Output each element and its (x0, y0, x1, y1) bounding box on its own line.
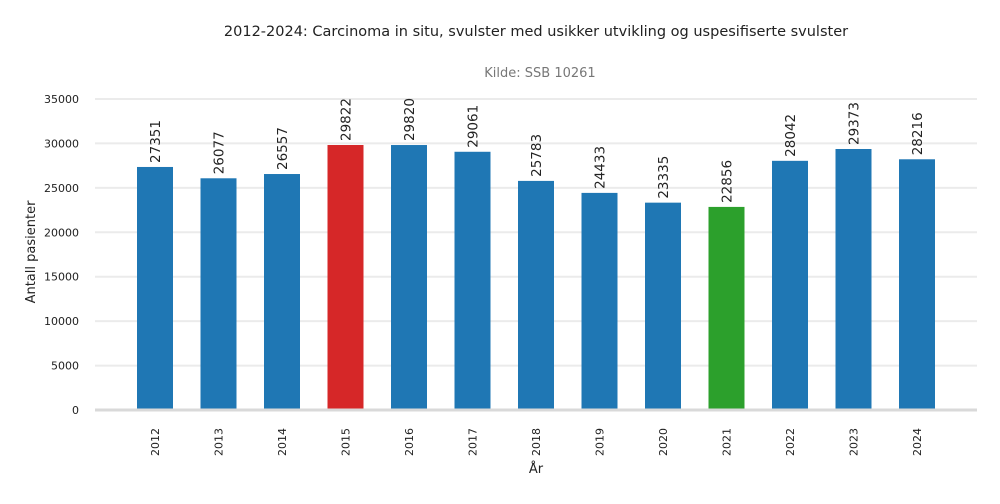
bar-2013 (200, 178, 237, 410)
x-tick-label: 2013 (213, 428, 226, 456)
y-tick-label: 0 (72, 404, 79, 417)
y-tick-label: 35000 (44, 93, 79, 106)
data-label-2021: 22856 (720, 160, 736, 203)
x-tick-label: 2012 (149, 428, 162, 456)
data-label-2016: 29820 (402, 98, 418, 141)
chart-subtitle: Kilde: SSB 10261 (484, 66, 595, 81)
bar-2014 (264, 174, 300, 410)
bar-2022 (772, 160, 808, 410)
bar-2018 (518, 180, 554, 410)
data-label-2024: 28216 (910, 112, 926, 155)
x-tick-label: 2017 (467, 428, 480, 456)
data-label-2019: 24433 (593, 146, 609, 189)
bar-2023 (835, 148, 872, 410)
bar-2016 (391, 145, 427, 410)
data-label-2018: 25783 (529, 134, 545, 177)
bar-2019 (581, 192, 618, 410)
bar-2012 (137, 166, 173, 410)
x-tick-label: 2024 (911, 428, 924, 456)
data-label-2020: 23335 (656, 156, 672, 199)
y-tick-label: 25000 (44, 182, 79, 195)
bar-2024 (899, 159, 935, 410)
x-tick-label: 2023 (848, 428, 861, 456)
bar-2020 (645, 202, 681, 410)
chart-title: 2012-2024: Carcinoma in situ, svulster m… (224, 24, 848, 40)
x-tick-label: 2014 (276, 428, 289, 456)
data-label-2015: 29822 (339, 98, 355, 141)
x-tick-label: 2021 (721, 428, 734, 456)
data-label-2012: 27351 (148, 120, 164, 163)
bar-2017 (454, 151, 491, 410)
y-tick-label: 15000 (44, 271, 79, 284)
data-label-2023: 29373 (847, 102, 863, 145)
y-axis-label: Antall pasienter (24, 200, 39, 303)
x-tick-label: 2016 (403, 428, 416, 456)
x-tick-label: 2020 (657, 428, 670, 456)
x-axis-label: År (529, 461, 544, 477)
y-tick-label: 20000 (44, 226, 79, 239)
data-label-2013: 26077 (212, 131, 228, 174)
bar-2015 (327, 145, 364, 410)
data-label-2017: 29061 (466, 105, 482, 148)
x-tick-label: 2018 (530, 428, 543, 456)
x-tick-label: 2019 (594, 428, 607, 456)
y-tick-label: 30000 (44, 137, 79, 150)
data-label-2014: 26557 (275, 127, 291, 170)
x-tick-label: 2022 (784, 428, 797, 456)
y-tick-label: 5000 (51, 360, 79, 373)
bar-2021 (708, 206, 745, 410)
y-tick-label: 10000 (44, 315, 79, 328)
data-label-2022: 28042 (783, 114, 799, 157)
x-tick-label: 2015 (340, 428, 353, 456)
